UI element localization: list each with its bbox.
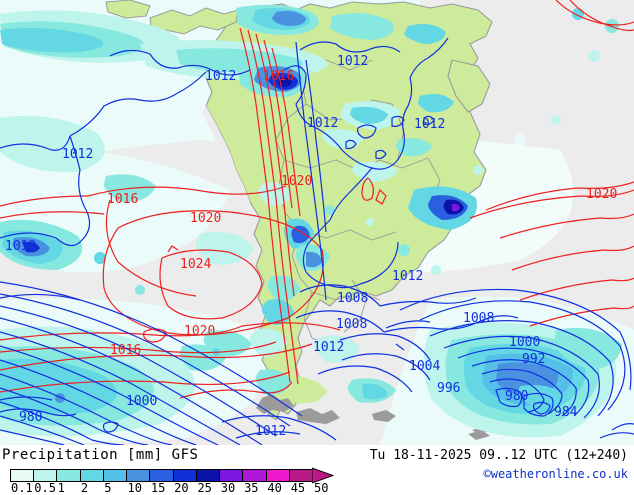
colorbar-tick-50: 50 (314, 481, 329, 495)
colorbar-arrow-icon (312, 467, 334, 484)
isobar-label-1012-2: 1012 (337, 54, 369, 69)
isobar-label-1024-11: 1024 (180, 257, 212, 272)
isobar-label-980-23: 980 (505, 389, 529, 404)
isobar-label-1020-8: 1020 (586, 187, 618, 202)
isobar-label-1020-16: 1020 (184, 324, 216, 339)
colorbar-tick-20: 20 (174, 481, 189, 495)
forecast-timestamp: Tu 18-11-2025 09..12 UTC (12+240) (369, 448, 628, 463)
colorbar-segment-0 (11, 470, 34, 481)
isobar-label-1000-20: 1000 (509, 335, 541, 350)
isobar-label-1012-17: 1012 (313, 340, 345, 355)
colorbar-ticks: 0.1 0.5 1 2 5 10 15 20 25 30 35 40 45 50 (0, 481, 340, 495)
isobar-label-1012-12: 1012 (392, 269, 424, 284)
isobar-label-1020-9: 1020 (281, 174, 313, 189)
isobar-label-1020-7: 1020 (190, 211, 222, 226)
colorbar-tick-15: 15 (150, 481, 166, 495)
isobar-label-1012-0: 1012 (205, 69, 237, 84)
precipitation-map[interactable]: 1012 1016 1012 1012 1012 1012 1016 1020 1020 1020… (0, 0, 634, 445)
colorbar-segment-2 (56, 470, 80, 481)
isobar-label-1000-25: 1000 (126, 394, 158, 409)
isobar-label-1016-18: 1016 (110, 343, 142, 358)
colorbar-segment-5 (126, 470, 150, 481)
isobar-label-1008-15: 1008 (463, 311, 495, 326)
colorbar-tick-25: 25 (197, 481, 212, 495)
map-canvas (0, 0, 634, 445)
isobar-label-1012-27: 1012 (255, 424, 287, 439)
isobar-label-1008-13: 1008 (337, 291, 369, 306)
isobar-label-1016-1: 1016 (263, 69, 295, 84)
isobars-high (0, 0, 634, 399)
isobar-label-996-22: 996 (437, 381, 461, 396)
isobar-label-992-21: 992 (522, 352, 546, 367)
colorbar-segment-1 (33, 470, 57, 481)
colorbar-tick-1: 1 (57, 481, 65, 495)
colorbar-segment-9 (219, 470, 243, 481)
colorbar-tick-10: 10 (127, 481, 142, 495)
legend-title: Precipitation [mm] GFS (2, 447, 199, 463)
colorbar-segment-8 (195, 470, 220, 481)
colorbar-segment-3 (79, 470, 103, 481)
copyright-credit: ©weatheronline.co.uk (483, 467, 629, 481)
colorbar-tick-40: 40 (267, 481, 282, 495)
colorbar-segment-11 (265, 470, 289, 481)
colorbar-segment-6 (149, 470, 173, 481)
isobar-label-1012-10: 1012 (5, 239, 37, 254)
legend-footer: Precipitation [mm] GFS 0.1 0.5 1 2 5 10 15 20 25… (0, 445, 634, 495)
colorbar-segment-4 (102, 470, 127, 481)
colorbar-tick-2: 2 (80, 481, 89, 495)
isobar-label-1008-14: 1008 (336, 317, 368, 332)
colorbar-tick-5: 5 (104, 481, 112, 495)
colorbar-segment-12 (288, 470, 313, 481)
colorbar-tick-35: 35 (244, 481, 259, 495)
isobar-label-1004-19: 1004 (409, 359, 441, 374)
colorbar-tick-0.1: 0.1 (11, 481, 33, 495)
isobar-label-1012-5: 1012 (62, 147, 94, 162)
isobar-label-1016-6: 1016 (107, 192, 139, 207)
isobar-label-1012-3: 1012 (307, 116, 339, 131)
isobar-label-980-26: 980 (19, 410, 43, 425)
colorbar-tick-0.5: 0.5 (34, 481, 56, 495)
colorbar-tick-45: 45 (290, 481, 306, 495)
colorbar (10, 469, 313, 482)
isobar-label-1012-4: 1012 (414, 117, 446, 132)
isobars-low (0, 37, 634, 445)
colorbar-tick-30: 30 (220, 481, 236, 495)
isobar-label-984-24: 984 (554, 405, 578, 420)
colorbar-segment-10 (242, 470, 266, 481)
colorbar-segment-7 (172, 470, 196, 481)
